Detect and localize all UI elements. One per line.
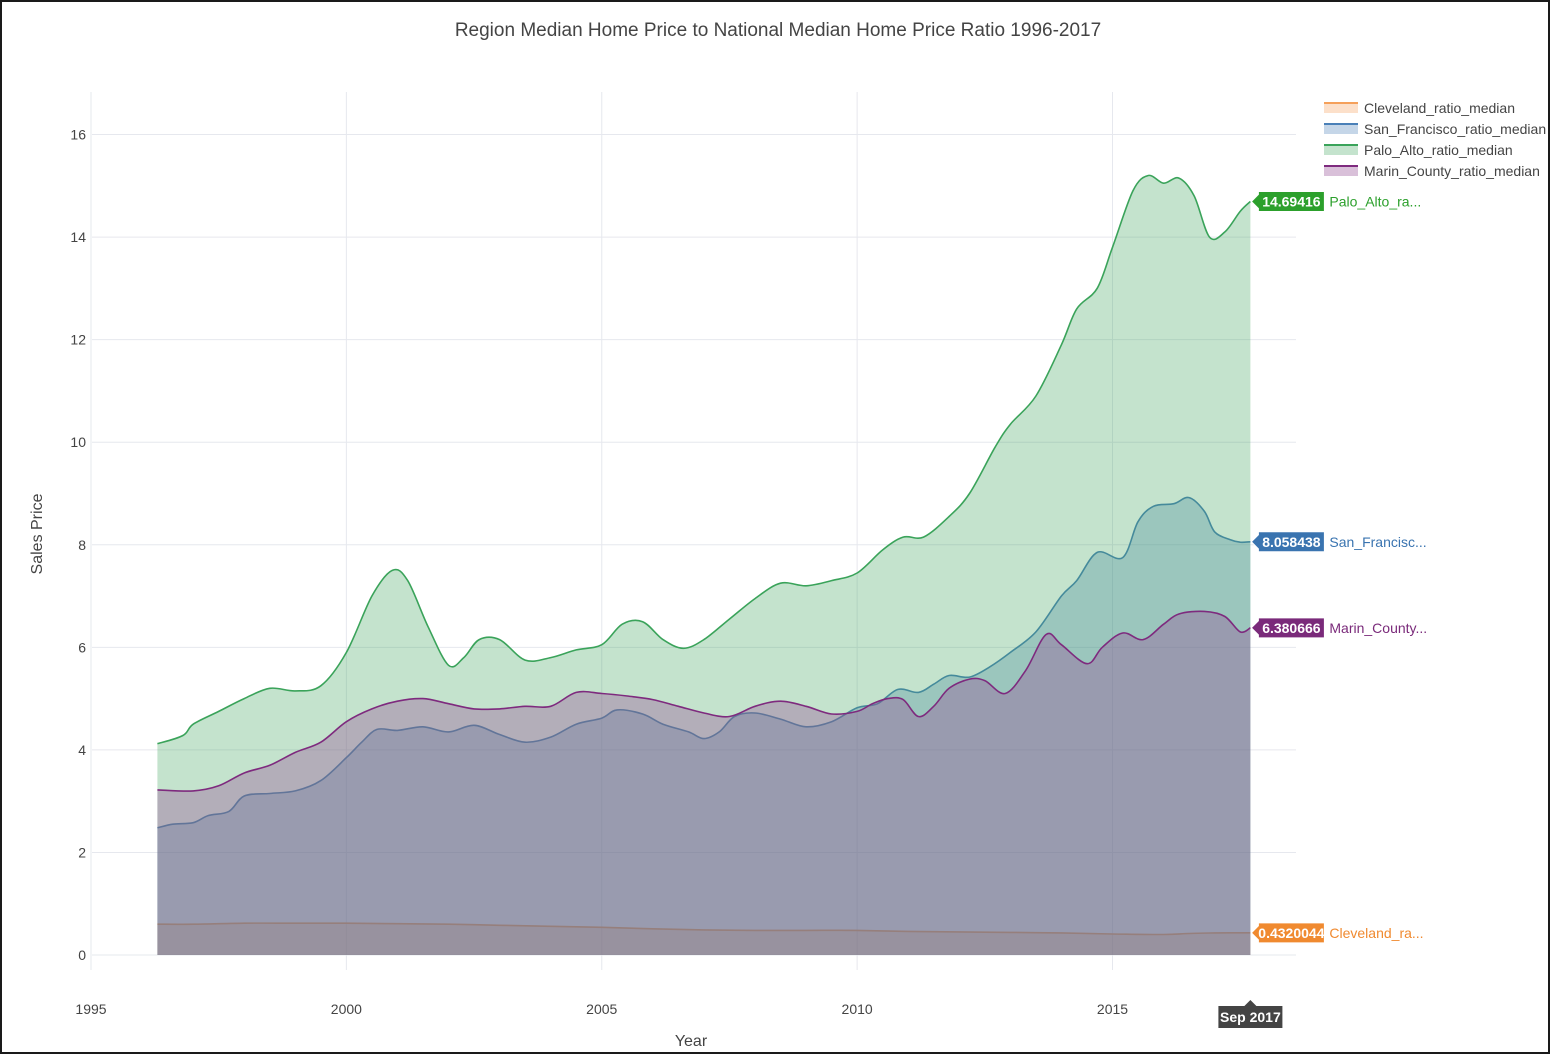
series-area-Marin_County_ratio_median[interactable] (157, 611, 1251, 955)
y-tick-label: 0 (78, 947, 86, 963)
legend-label: San_Francisco_ratio_median (1364, 121, 1546, 137)
series-line-Marin_County_ratio_median[interactable] (157, 610, 1251, 792)
series-line-Palo_Alto_ratio_median[interactable] (157, 174, 1251, 745)
hover-name-San_Francisco_ratio_median: San_Francisc... (1329, 534, 1426, 550)
x-tick-label: 1995 (75, 1001, 106, 1017)
y-tick-label: 12 (70, 332, 86, 348)
hover-labels: 0.4320044 Cleveland_ra... 8.058438 San_Fran… (1218, 190, 1427, 1028)
hover-value-Marin_County_ratio_median: 6.380666 (1262, 620, 1321, 636)
legend-label: Cleveland_ratio_median (1364, 100, 1515, 116)
hover-name-Palo_Alto_ratio_median: Palo_Alto_ra... (1329, 193, 1421, 209)
x-tick-label: 2010 (842, 1001, 873, 1017)
series-line-Cleveland_ratio_median[interactable] (157, 922, 1251, 936)
x-tick-label: 2005 (586, 1001, 617, 1017)
x-axis-label: Year (675, 1033, 708, 1050)
legend-swatch (1324, 124, 1358, 134)
series-area-San_Francisco_ratio_median[interactable] (157, 497, 1251, 955)
y-tick-label: 8 (78, 537, 86, 553)
y-axis-label: Sales Price (29, 493, 46, 574)
y-tick-label: 6 (78, 639, 86, 655)
hover-name-Cleveland_ratio_median: Cleveland_ra... (1329, 925, 1423, 941)
legend-item-Marin_County_ratio_median[interactable]: Marin_County_ratio_median (1324, 163, 1540, 179)
hover-value-box (1250, 922, 1325, 944)
y-tick-label: 10 (70, 434, 86, 450)
hover-value-Palo_Alto_ratio_median: 14.69416 (1262, 193, 1321, 209)
y-tick-label: 2 (78, 844, 86, 860)
x-spike-box (1218, 1000, 1283, 1028)
legend-item-Palo_Alto_ratio_median[interactable]: Palo_Alto_ratio_median (1324, 142, 1513, 158)
legend-swatch (1324, 145, 1358, 155)
hover-value-San_Francisco_ratio_median: 8.058438 (1262, 534, 1321, 550)
series-area-Palo_Alto_ratio_median[interactable] (157, 175, 1251, 955)
legend-item-Cleveland_ratio_median[interactable]: Cleveland_ratio_median (1324, 100, 1515, 116)
series-area-Cleveland_ratio_median[interactable] (157, 923, 1251, 955)
legend-label: Marin_County_ratio_median (1364, 163, 1540, 179)
x-spike-label: Sep 2017 (1220, 1009, 1281, 1025)
grid (90, 92, 1296, 970)
series-line-San_Francisco_ratio_median[interactable] (157, 496, 1251, 829)
x-tick-label: 2015 (1097, 1001, 1128, 1017)
hover-value-box (1250, 617, 1325, 639)
y-tick-label: 14 (70, 229, 86, 245)
hover-value-box (1250, 190, 1325, 212)
chart-title: Region Median Home Price to National Med… (455, 20, 1101, 41)
legend[interactable]: Cleveland_ratio_median San_Francisco_rati… (1324, 100, 1546, 179)
hover-value-box (1250, 531, 1325, 553)
axes: 1995 2000 2005 2010 2015 0 2 4 6 8 10 12 14 16 (70, 127, 1128, 1018)
legend-label: Palo_Alto_ratio_median (1364, 142, 1513, 158)
legend-swatch (1324, 166, 1358, 176)
plot-areas[interactable] (157, 174, 1251, 955)
y-tick-label: 4 (78, 742, 86, 758)
legend-swatch (1324, 103, 1358, 113)
legend-item-San_Francisco_ratio_median[interactable]: San_Francisco_ratio_median (1324, 121, 1546, 137)
x-tick-label: 2000 (331, 1001, 362, 1017)
hover-value-Cleveland_ratio_median: 0.4320044 (1258, 925, 1324, 941)
y-tick-label: 16 (70, 127, 86, 143)
hover-name-Marin_County_ratio_median: Marin_County... (1329, 620, 1427, 636)
